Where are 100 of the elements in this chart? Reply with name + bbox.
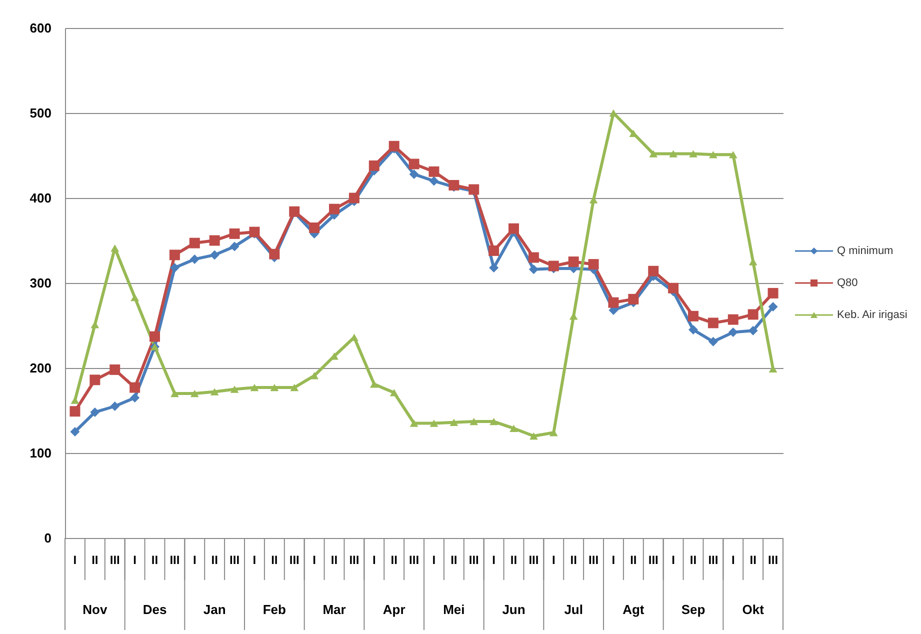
point (170, 390, 179, 398)
y-tick-label: 100 (30, 446, 52, 460)
legend-label: Q minimum (837, 245, 894, 257)
point (689, 150, 698, 158)
point (489, 262, 499, 272)
x-tick-label: I (133, 553, 136, 567)
text: Sep (681, 602, 706, 617)
x-tick-label: II (450, 553, 458, 567)
point (748, 309, 758, 320)
x-tick-label: II (151, 553, 158, 567)
text: Jun (502, 602, 526, 617)
text: Apr (382, 602, 406, 617)
x-tick-label: III (289, 553, 300, 567)
point (430, 420, 438, 427)
y-tick-label: 300 (30, 276, 52, 290)
point (768, 302, 778, 312)
x-tick-label: I (731, 553, 735, 567)
point (210, 250, 220, 260)
point (510, 424, 518, 432)
text: Okt (742, 602, 765, 617)
point (130, 294, 139, 302)
text: Nov (82, 602, 108, 617)
point (708, 318, 718, 328)
point (708, 336, 718, 346)
x-tick-label: II (690, 553, 697, 567)
point (728, 314, 738, 325)
x-tick-label: III (768, 553, 778, 567)
point (390, 389, 398, 396)
point (748, 326, 758, 336)
x-tick-label: I (372, 553, 376, 567)
text: Agt (622, 602, 645, 617)
point (190, 390, 199, 398)
point (528, 264, 538, 274)
point (210, 388, 219, 396)
point (189, 238, 200, 248)
point (348, 192, 360, 204)
point (290, 384, 299, 392)
x-tick-label: II (92, 553, 98, 567)
point (70, 406, 80, 417)
point (668, 282, 679, 294)
x-tick-label: I (252, 553, 256, 567)
x-tick-label: I (492, 553, 496, 567)
point (110, 364, 120, 375)
point (269, 248, 280, 260)
text: Jan (203, 602, 226, 617)
y-tick-label: 600 (30, 20, 52, 36)
point (588, 259, 599, 270)
legend-label: Keb. Air irigasi (837, 309, 908, 321)
point (528, 252, 539, 263)
y-tick-label: 200 (30, 360, 52, 376)
point (728, 328, 738, 338)
point (90, 374, 100, 386)
x-tick-label: I (612, 553, 616, 567)
x-tick-label: III (170, 553, 180, 567)
x-tick-label: II (750, 553, 756, 567)
y-tick-label: 500 (30, 106, 52, 120)
point (688, 310, 698, 322)
point (368, 160, 380, 171)
y-tick-label: 400 (30, 190, 52, 206)
point (709, 151, 718, 158)
point (488, 245, 500, 256)
point (470, 418, 478, 426)
x-tick-label: II (330, 553, 338, 567)
point (110, 244, 120, 252)
text: Des (142, 602, 167, 617)
point (150, 331, 160, 342)
point (250, 384, 259, 392)
point (130, 382, 140, 393)
point (170, 262, 180, 272)
point (329, 204, 340, 214)
point (410, 420, 418, 427)
point (450, 418, 458, 426)
y-tick-label: 0 (44, 530, 52, 546)
x-tick-label: I (672, 553, 675, 567)
point (230, 386, 239, 393)
point (408, 158, 420, 170)
x-tick-label: I (73, 553, 77, 567)
x-tick-label: II (510, 553, 518, 567)
point (130, 393, 140, 402)
x-tick-label: I (552, 553, 556, 567)
point (270, 384, 279, 392)
point (628, 294, 639, 304)
point (190, 254, 200, 264)
x-tick-label: III (468, 553, 479, 567)
x-tick-label: I (312, 553, 316, 567)
point (608, 297, 619, 308)
text: Feb (262, 602, 286, 617)
x-tick-label: II (211, 553, 218, 567)
point (90, 407, 100, 417)
point (649, 150, 658, 158)
point (568, 256, 579, 267)
point (309, 222, 320, 233)
x-tick-label: III (588, 553, 599, 567)
x-tick-label: I (432, 553, 436, 567)
x-tick-label: III (528, 553, 539, 567)
legend-label: Q80 (837, 277, 858, 289)
point (409, 169, 419, 179)
point (209, 235, 220, 246)
point (230, 242, 240, 252)
point (688, 325, 698, 334)
